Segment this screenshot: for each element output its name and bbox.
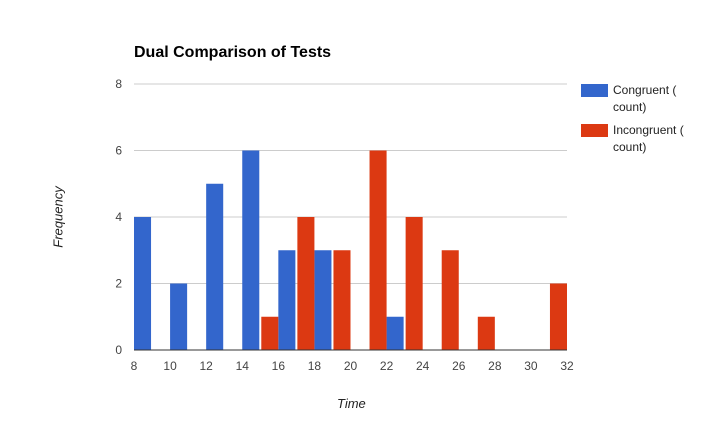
x-tick-label: 16 xyxy=(272,359,286,373)
x-tick-label: 28 xyxy=(488,359,502,373)
x-tick-label: 14 xyxy=(236,359,250,373)
y-tick-label: 8 xyxy=(115,77,122,91)
bar-congruent-16 xyxy=(278,250,296,350)
y-tick-label: 4 xyxy=(115,210,122,224)
bar-congruent-8 xyxy=(134,217,152,350)
y-tick-label: 0 xyxy=(115,343,122,357)
bar-incongruent-20 xyxy=(369,150,387,350)
x-tick-label: 22 xyxy=(380,359,394,373)
x-tick-label: 18 xyxy=(308,359,322,373)
y-axis-title: Frequency xyxy=(50,186,66,248)
x-tick-label: 30 xyxy=(524,359,538,373)
legend-label-congruent: Congruent ( count) xyxy=(613,83,677,114)
legend: Congruent ( count) Incongruent ( count) xyxy=(581,82,699,162)
x-tick-label: 8 xyxy=(131,359,138,373)
bar-congruent-14 xyxy=(242,150,260,350)
bar-incongruent-18 xyxy=(333,250,351,350)
x-tick-label: 32 xyxy=(560,359,574,373)
bar-congruent-10 xyxy=(170,283,188,350)
bar-incongruent-24 xyxy=(441,250,459,350)
bar-incongruent-22 xyxy=(405,217,423,350)
bar-congruent-12 xyxy=(206,183,224,350)
legend-item-congruent[interactable]: Congruent ( count) xyxy=(581,82,699,116)
legend-item-incongruent[interactable]: Incongruent ( count) xyxy=(581,122,699,156)
x-tick-label: 10 xyxy=(163,359,177,373)
legend-swatch-incongruent xyxy=(581,124,608,137)
y-tick-label: 6 xyxy=(115,144,122,158)
bar-congruent-18 xyxy=(314,250,332,350)
bar-incongruent-14 xyxy=(261,316,279,350)
x-tick-label: 20 xyxy=(344,359,358,373)
bar-congruent-22 xyxy=(386,316,404,350)
legend-swatch-congruent xyxy=(581,84,608,97)
x-tick-label: 24 xyxy=(416,359,430,373)
x-axis-title: Time xyxy=(337,396,366,411)
legend-label-incongruent: Incongruent ( count) xyxy=(613,123,684,154)
y-tick-label: 2 xyxy=(115,277,122,291)
bar-incongruent-26 xyxy=(477,316,495,350)
chart-title: Dual Comparison of Tests xyxy=(134,44,332,61)
x-tick-label: 12 xyxy=(199,359,213,373)
bar-incongruent-16 xyxy=(297,217,315,350)
bar-incongruent-30 xyxy=(549,283,567,350)
x-tick-label: 26 xyxy=(452,359,466,373)
